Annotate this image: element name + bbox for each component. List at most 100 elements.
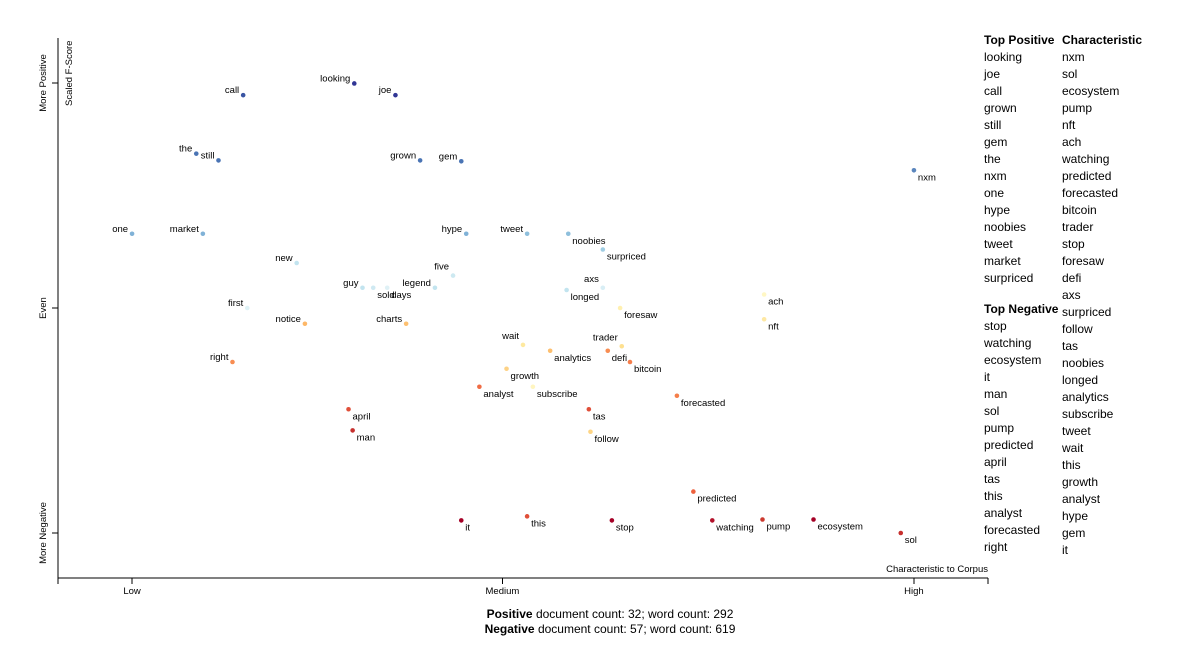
point-label[interactable]: foresaw (624, 310, 657, 321)
top-positive-term[interactable]: looking (984, 50, 1023, 64)
top-negative-term[interactable]: april (984, 455, 1007, 469)
point-label[interactable]: forecasted (681, 398, 725, 409)
top-positive-term[interactable]: nxm (984, 169, 1007, 183)
characteristic-term[interactable]: sol (1062, 67, 1078, 81)
point-label[interactable]: subscribe (537, 389, 578, 400)
point-label[interactable]: gem (439, 151, 458, 162)
point-gem[interactable] (458, 159, 464, 164)
point-wait[interactable] (520, 342, 526, 348)
point-label[interactable]: sol (905, 535, 917, 546)
point-one[interactable] (129, 231, 135, 237)
point-label[interactable]: analyst (483, 389, 513, 400)
characteristic-term[interactable]: pump (1062, 101, 1093, 115)
point-longed[interactable] (564, 287, 569, 293)
point-market[interactable] (200, 231, 206, 237)
point-label[interactable]: this (531, 518, 546, 529)
point-defi[interactable] (605, 348, 611, 354)
characteristic-term[interactable]: hype (1062, 509, 1089, 523)
point-nxm[interactable] (911, 168, 917, 173)
point-label[interactable]: first (228, 298, 244, 309)
point-label[interactable]: ecosystem (818, 522, 863, 533)
point-label[interactable]: days (391, 290, 411, 301)
point-days[interactable] (384, 285, 390, 291)
characteristic-term[interactable]: defi (1062, 271, 1082, 285)
point-label[interactable]: nft (768, 321, 779, 332)
point-five[interactable] (450, 273, 456, 278)
characteristic-term[interactable]: ach (1062, 135, 1082, 149)
point-label[interactable]: wait (501, 331, 519, 342)
point-the[interactable] (193, 151, 199, 156)
characteristic-term[interactable]: analytics (1062, 390, 1109, 404)
point-label[interactable]: analytics (554, 353, 591, 364)
point-stop[interactable] (609, 518, 615, 523)
point-label[interactable]: still (201, 150, 215, 161)
top-negative-term[interactable]: sol (984, 404, 1000, 418)
characteristic-term[interactable]: surpriced (1062, 305, 1112, 319)
point-label[interactable]: man (357, 432, 375, 443)
point-label[interactable]: longed (571, 292, 600, 303)
point-nft[interactable] (761, 316, 767, 322)
point-first[interactable] (244, 305, 250, 311)
point-label[interactable]: one (112, 224, 128, 235)
point-label[interactable]: looking (320, 73, 350, 84)
point-sold[interactable] (370, 285, 376, 291)
point-hype[interactable] (463, 231, 469, 237)
point-analyst[interactable] (477, 384, 482, 390)
point-forecasted[interactable] (674, 393, 680, 399)
top-negative-term[interactable]: it (984, 370, 990, 384)
point-label[interactable]: new (275, 253, 293, 264)
characteristic-term[interactable]: tas (1062, 339, 1079, 353)
top-negative-term[interactable]: ecosystem (984, 353, 1042, 367)
characteristic-term[interactable]: nft (1062, 118, 1076, 132)
top-positive-term[interactable]: tweet (984, 237, 1013, 251)
top-positive-term[interactable]: gem (984, 135, 1008, 149)
point-label[interactable]: call (225, 85, 239, 96)
point-charts[interactable] (403, 321, 409, 327)
point-ach[interactable] (761, 292, 767, 297)
top-negative-term[interactable]: stop (984, 319, 1007, 333)
point-legend[interactable] (432, 285, 438, 291)
top-positive-term[interactable]: hype (984, 203, 1011, 217)
point-label[interactable]: defi (612, 353, 627, 364)
point-label[interactable]: tweet (500, 224, 523, 235)
top-negative-term[interactable]: tas (984, 472, 1001, 486)
characteristic-term[interactable]: subscribe (1062, 407, 1114, 421)
point-guy[interactable] (360, 285, 365, 291)
point-label[interactable]: predicted (697, 494, 736, 505)
point-april[interactable] (346, 406, 351, 412)
point-label[interactable]: ach (768, 297, 783, 308)
point-label[interactable]: surpriced (607, 252, 646, 263)
point-call[interactable] (240, 92, 246, 98)
characteristic-term[interactable]: noobies (1062, 356, 1105, 370)
point-label[interactable]: guy (343, 278, 359, 289)
top-positive-term[interactable]: one (984, 186, 1005, 200)
point-label[interactable]: the (179, 144, 192, 155)
point-label[interactable]: right (210, 352, 229, 363)
top-negative-term[interactable]: predicted (984, 438, 1034, 452)
point-label[interactable]: noobies (572, 236, 606, 247)
point-this[interactable] (524, 514, 530, 519)
characteristic-term[interactable]: foresaw (1062, 254, 1105, 268)
point-label[interactable]: grown (390, 150, 416, 161)
characteristic-term[interactable]: forecasted (1062, 186, 1119, 200)
point-ecosystem[interactable] (811, 517, 816, 522)
top-negative-term[interactable]: this (984, 489, 1003, 503)
top-negative-term[interactable]: watching (984, 336, 1032, 350)
point-tas[interactable] (586, 406, 592, 412)
point-label[interactable]: joe (378, 85, 392, 96)
point-trader[interactable] (619, 343, 625, 349)
point-label[interactable]: watching (715, 522, 754, 533)
top-positive-term[interactable]: noobies (984, 220, 1027, 234)
top-negative-term[interactable]: forecasted (984, 523, 1041, 537)
characteristic-term[interactable]: analyst (1062, 492, 1101, 506)
characteristic-term[interactable]: it (1062, 543, 1068, 557)
top-positive-term[interactable]: still (984, 118, 1002, 132)
point-label[interactable]: charts (376, 314, 402, 325)
point-label[interactable]: market (170, 224, 199, 235)
point-grown[interactable] (417, 158, 423, 163)
characteristic-term[interactable]: nxm (1062, 50, 1085, 64)
top-positive-term[interactable]: grown (984, 101, 1017, 115)
point-follow[interactable] (588, 429, 593, 435)
characteristic-term[interactable]: longed (1062, 373, 1099, 387)
characteristic-term[interactable]: gem (1062, 526, 1086, 540)
